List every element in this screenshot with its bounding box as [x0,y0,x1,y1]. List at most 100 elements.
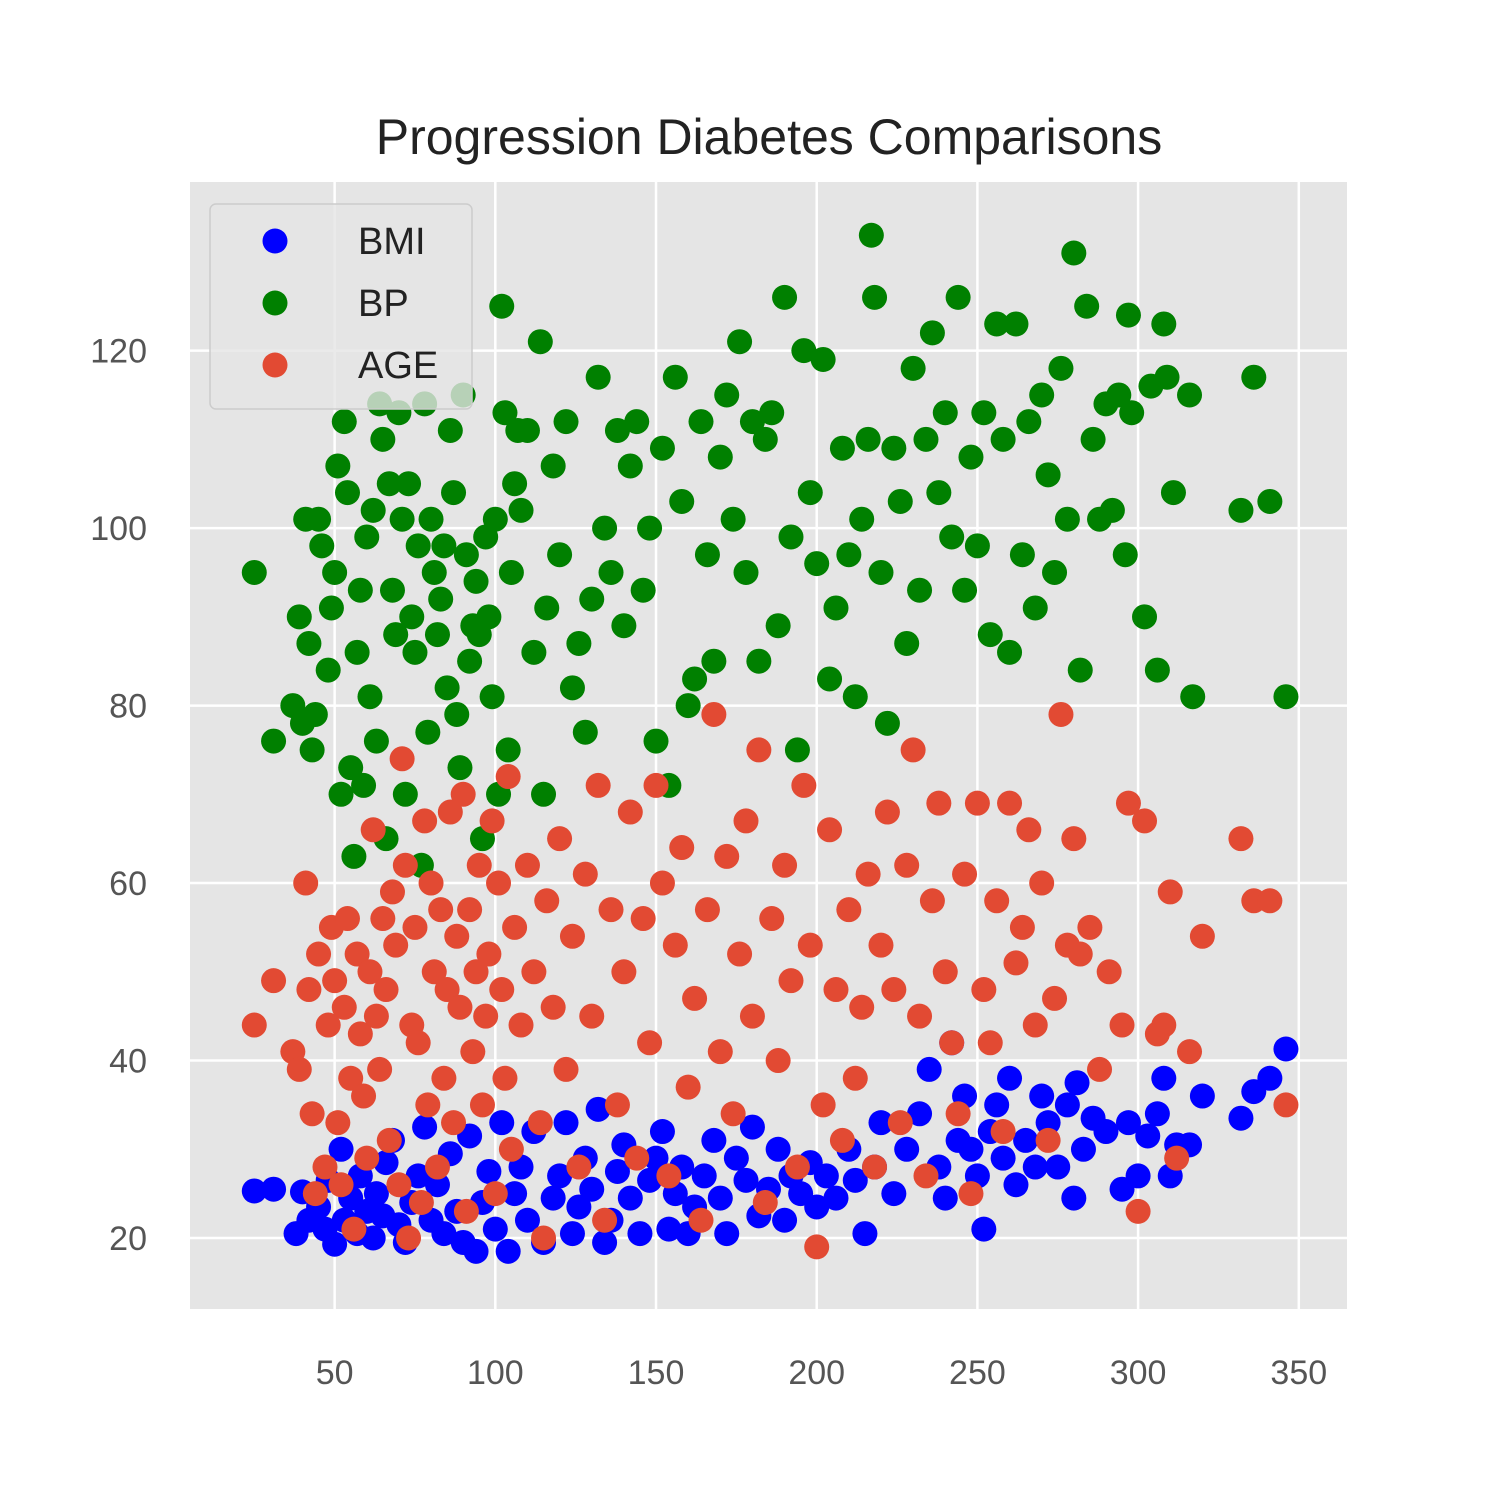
data-point [958,444,984,470]
data-point [1132,604,1158,630]
data-point [351,772,377,798]
data-point [964,790,990,816]
data-point [463,959,489,985]
data-point [447,755,473,781]
data-point [402,914,428,940]
data-point [553,409,579,435]
data-point [746,737,772,763]
data-point [572,861,598,887]
data-point [1257,888,1283,914]
data-point [1035,1127,1061,1153]
data-point [752,426,778,452]
data-point [772,284,798,310]
data-point [540,994,566,1020]
data-point [502,471,528,497]
data-point [688,1207,714,1233]
data-point [531,781,557,807]
data-point [765,613,791,639]
data-point [791,338,817,364]
data-point [881,1181,907,1207]
data-point [450,781,476,807]
legend-marker [262,290,288,316]
data-point [431,1065,457,1091]
data-point [858,222,884,248]
data-point [476,1158,502,1184]
data-point [656,1216,682,1242]
series-bmi [241,1030,1299,1264]
data-point [855,861,881,887]
data-point [579,586,605,612]
data-point [997,1065,1023,1091]
data-point [984,1092,1010,1118]
data-point [1029,1083,1055,1109]
data-point [617,799,643,825]
data-point [868,559,894,585]
data-point [1009,914,1035,940]
data-point [1013,1127,1039,1153]
data-point [1151,311,1177,337]
data-point [1115,1110,1141,1136]
data-point [1125,1198,1151,1224]
data-point [437,799,463,825]
data-point [919,888,945,914]
data-point [444,701,470,727]
data-point [360,817,386,843]
data-point [990,426,1016,452]
data-point [495,737,521,763]
data-point [1054,1092,1080,1118]
data-point [434,977,460,1003]
data-point [338,755,364,781]
data-point [344,639,370,665]
data-point [720,506,746,532]
data-point [531,1225,557,1251]
data-point [733,808,759,834]
legend-marker [262,228,288,254]
data-point [1016,409,1042,435]
data-point [958,1181,984,1207]
data-point [701,1127,727,1153]
data-point [887,488,913,514]
data-point [241,1178,267,1204]
y-axis-ticks: 20 40 60 80 100 120 [90,333,147,1258]
data-point [547,542,573,568]
data-point [306,941,332,967]
data-point [765,1048,791,1074]
data-point [784,1154,810,1180]
data-point [315,657,341,683]
data-point [1112,542,1138,568]
data-point [514,1207,540,1233]
data-point [997,639,1023,665]
data-point [370,426,396,452]
data-point [662,364,688,390]
data-point [1022,1154,1048,1180]
data-point [415,1092,441,1118]
data-point [852,1221,878,1247]
data-point [939,1030,965,1056]
data-point [1144,657,1170,683]
data-point [508,1012,534,1038]
data-point [617,1185,643,1211]
data-point [1164,1145,1190,1171]
data-point [325,453,351,479]
data-point [823,1185,849,1211]
data-point [772,1207,798,1233]
data-point [585,364,611,390]
data-point [489,1110,515,1136]
data-point [347,577,373,603]
data-point [907,1101,933,1127]
data-point [907,1003,933,1029]
data-point [624,409,650,435]
data-point [765,1136,791,1162]
data-point [360,1225,386,1251]
data-point [424,1154,450,1180]
data-point [315,1012,341,1038]
data-point [405,1030,431,1056]
data-point [1003,950,1029,976]
data-point [463,1238,489,1264]
series-bp [241,222,1299,878]
data-point [293,870,319,896]
data-point [261,968,287,994]
data-point [447,994,473,1020]
data-point [1160,480,1186,506]
